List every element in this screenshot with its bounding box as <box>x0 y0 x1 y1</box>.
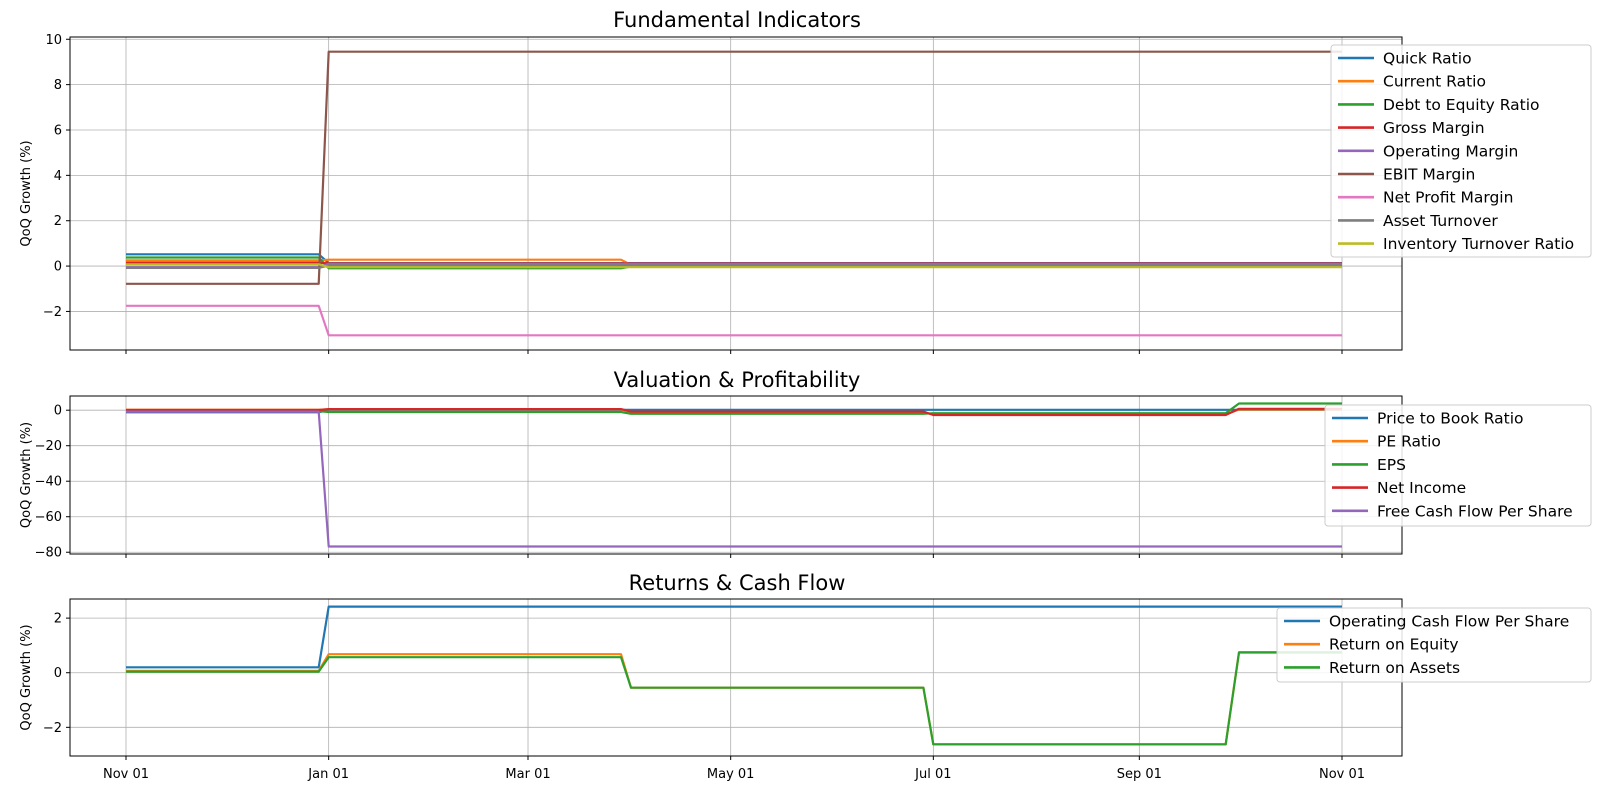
y-tick-label: −2 <box>43 721 62 736</box>
panel-valuation-profitability: −80 −60 −40 −20 0 Valuation & Profitability Qo… <box>19 368 1592 561</box>
legend-label-operating-margin: Operating Margin <box>1383 142 1518 160</box>
y-tick-label: 2 <box>54 612 62 627</box>
x-tick-label: Nov 01 <box>103 767 149 782</box>
x-tick-label: Jan 01 <box>307 767 349 782</box>
y-tick-label: −80 <box>35 546 62 561</box>
y-axis-label: QoQ Growth (%) <box>19 422 34 528</box>
x-tick-label: May 01 <box>707 767 755 782</box>
legend-label-net-income: Net Income <box>1377 479 1466 497</box>
y-tick-label: 2 <box>54 214 62 229</box>
y-tick-label: 6 <box>54 123 62 138</box>
legend: Price to Book Ratio PE Ratio EPS Net Income… <box>1324 404 1592 527</box>
legend-label-net-profit-margin: Net Profit Margin <box>1383 189 1513 207</box>
series-line-return-on-assets <box>126 651 1342 746</box>
legend-label-return-on-equity: Return on Equity <box>1329 636 1459 654</box>
x-tick-label: Mar 01 <box>505 767 550 782</box>
y-tick-label: 0 <box>54 260 62 275</box>
x-tick-label: Nov 01 <box>1319 767 1365 782</box>
y-axis-label: QoQ Growth (%) <box>19 624 34 730</box>
chart-title: Fundamental Indicators <box>613 8 861 32</box>
panel-fundamental-indicators: −2 0 2 4 6 8 10 Fundamental Indicators QoQ Growt… <box>19 8 1592 354</box>
legend-label-current-ratio: Current Ratio <box>1383 73 1486 91</box>
series-line-return-on-equity <box>126 651 1342 746</box>
y-tick-label: 10 <box>45 33 62 48</box>
series-line-eps <box>126 402 1342 415</box>
series-line-net-profit-margin <box>126 304 1342 337</box>
series-line-ebit-margin <box>126 50 1342 285</box>
legend-label-operating-cash-flow-per-share: Operating Cash Flow Per Share <box>1329 613 1569 631</box>
series-line-operating-cash-flow-per-share <box>126 605 1342 669</box>
legend-label-ebit-margin: EBIT Margin <box>1383 166 1475 184</box>
legend-label-gross-margin: Gross Margin <box>1383 119 1485 137</box>
legend-box <box>1324 404 1592 527</box>
legend: Quick Ratio Current Ratio Debt to Equity R… <box>1330 44 1592 258</box>
series-line-free-cash-flow-per-share <box>126 410 1342 548</box>
plot-frame <box>69 36 1403 351</box>
y-tick-label: 4 <box>54 169 62 184</box>
x-tick-label: Sep 01 <box>1117 767 1162 782</box>
y-tick-label: −2 <box>43 305 62 320</box>
legend-box <box>1276 607 1592 683</box>
series-line-net-income <box>126 407 1342 417</box>
legend-label-free-cash-flow-per-share: Free Cash Flow Per Share <box>1377 502 1573 520</box>
series-line-inventory-turnover-ratio <box>126 263 1342 269</box>
y-tick-label: −20 <box>35 439 62 454</box>
legend-label-pe-ratio: PE Ratio <box>1377 433 1441 451</box>
chart-title: Returns & Cash Flow <box>629 571 846 595</box>
legend-label-asset-turnover: Asset Turnover <box>1383 212 1498 230</box>
panel-returns-cash-flow: −2 0 2 Nov 01 Jan 01 Mar 01 May 01 Jul 01 Sep 01… <box>19 571 1592 782</box>
plot-frame <box>69 598 1403 757</box>
y-tick-label: 0 <box>54 404 62 419</box>
y-tick-label: 8 <box>54 78 62 93</box>
legend: Operating Cash Flow Per Share Return on E… <box>1276 607 1592 683</box>
y-tick-label: −60 <box>35 510 62 525</box>
legend-label-quick-ratio: Quick Ratio <box>1383 50 1472 68</box>
legend-label-return-on-assets: Return on Assets <box>1329 659 1460 677</box>
chart-title: Valuation & Profitability <box>614 368 861 392</box>
legend-label-debt-to-equity-ratio: Debt to Equity Ratio <box>1383 96 1540 114</box>
legend-label-eps: EPS <box>1377 456 1406 474</box>
legend-label-inventory-turnover-ratio: Inventory Turnover Ratio <box>1383 235 1574 253</box>
legend-label-price-to-book-ratio: Price to Book Ratio <box>1377 410 1524 428</box>
y-tick-label: 0 <box>54 666 62 681</box>
legend-box <box>1330 44 1592 258</box>
x-tick-label: Jul 01 <box>914 767 951 782</box>
plot-frame <box>69 395 1403 555</box>
y-tick-label: −40 <box>35 475 62 490</box>
y-axis-label: QoQ Growth (%) <box>19 140 34 246</box>
